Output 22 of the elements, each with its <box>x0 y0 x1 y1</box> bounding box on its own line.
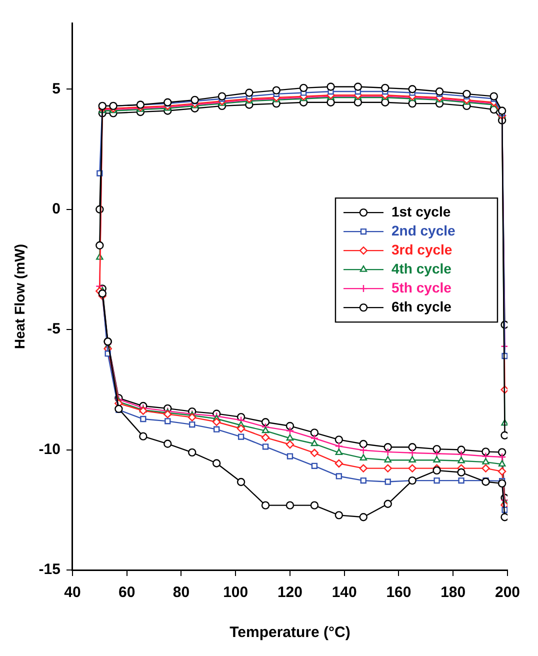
legend-label: 4th cycle <box>391 260 452 276</box>
legend-label: 6th cycle <box>391 298 452 314</box>
y-tick-label: -5 <box>47 320 60 338</box>
legend-label: 5th cycle <box>391 279 452 296</box>
y-tick-label: -10 <box>38 440 60 458</box>
y-tick-label: 5 <box>52 80 60 98</box>
x-tick-label: 100 <box>223 584 248 602</box>
x-tick-label: 180 <box>440 584 466 602</box>
x-tick-label: 60 <box>118 584 136 602</box>
x-tick-label: 160 <box>386 584 412 602</box>
legend-label: 2nd cycle <box>391 222 456 238</box>
y-tick-label: -15 <box>38 561 60 578</box>
y-axis-title: Heat Flow (mW) <box>11 244 28 349</box>
x-tick-label: 120 <box>277 584 302 602</box>
x-tick-label: 40 <box>64 584 81 602</box>
legend-label: 3rd cycle <box>391 241 452 258</box>
y-tick-label: 0 <box>52 200 60 218</box>
x-axis-title: Temperature (°C) <box>230 624 350 642</box>
x-tick-label: 140 <box>332 584 357 602</box>
legend-label: 1st cycle <box>391 203 451 220</box>
x-tick-label: 200 <box>494 584 520 602</box>
x-tick-label: 80 <box>172 584 190 602</box>
